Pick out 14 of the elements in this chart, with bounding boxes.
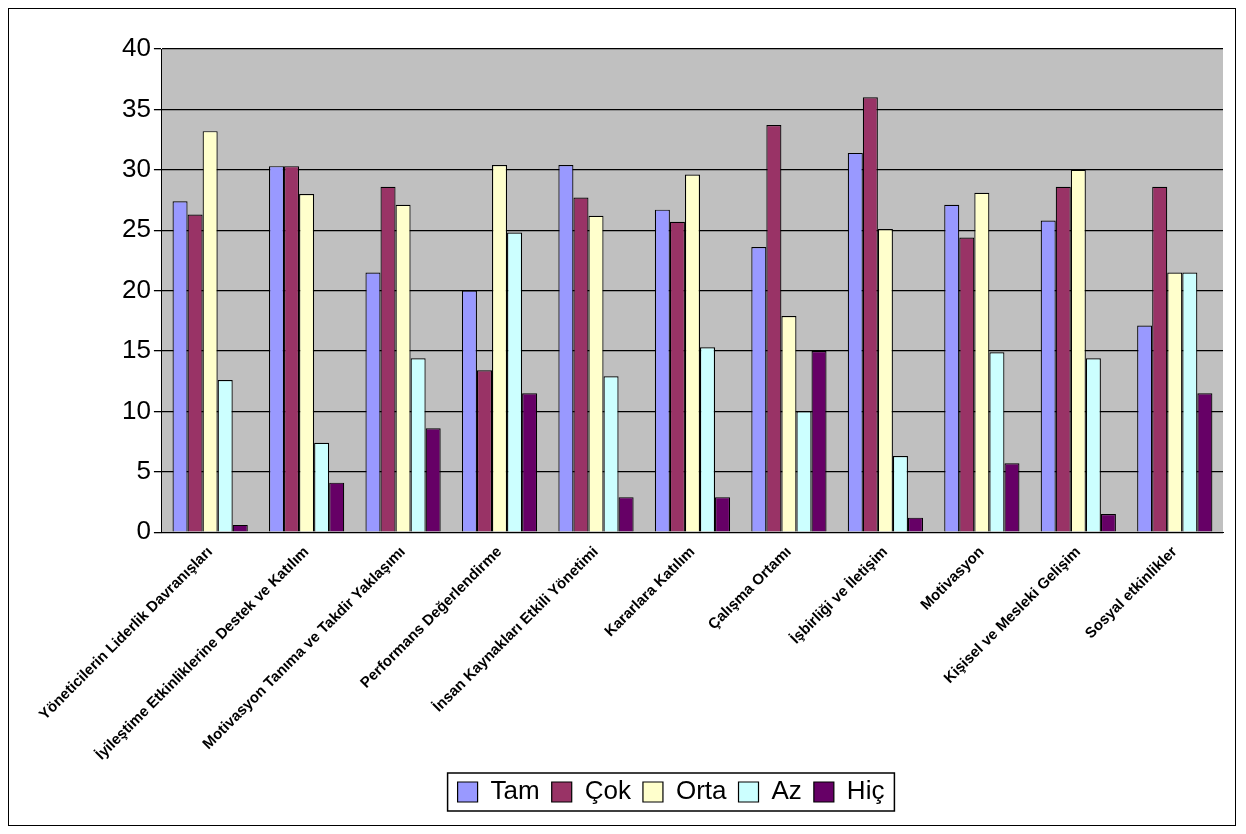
y-tick-label: 0 <box>136 515 151 546</box>
legend-label: Orta <box>675 775 728 806</box>
legend-label: Çok <box>584 775 632 806</box>
y-tick-label: 10 <box>122 394 151 425</box>
legend-label: Az <box>771 775 802 806</box>
y-tick-label: 30 <box>122 152 151 183</box>
y-tick-label: 20 <box>122 273 151 304</box>
y-tick-label: 25 <box>122 213 151 244</box>
legend-label: Tam <box>490 775 540 806</box>
y-tick-label: 5 <box>136 454 151 485</box>
legend-label: Hiç <box>846 775 885 806</box>
y-tick-label: 35 <box>122 92 151 123</box>
y-tick-label: 40 <box>122 32 151 63</box>
y-tick-label: 15 <box>122 334 151 365</box>
